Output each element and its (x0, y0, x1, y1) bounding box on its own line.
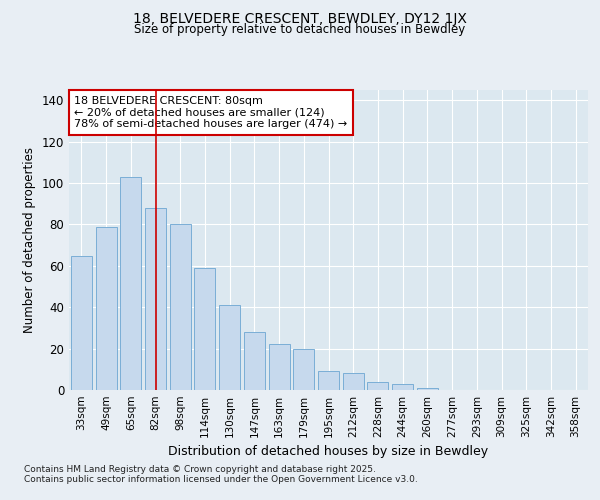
Bar (367, 382, 388, 390)
Bar (145, 208, 166, 390)
Text: 18 BELVEDERE CRESCENT: 80sqm
← 20% of detached houses are smaller (124)
78% of s: 18 BELVEDERE CRESCENT: 80sqm ← 20% of de… (74, 96, 347, 129)
Bar (318, 372, 339, 390)
Bar (120, 177, 141, 390)
Text: 18, BELVEDERE CRESCENT, BEWDLEY, DY12 1JX: 18, BELVEDERE CRESCENT, BEWDLEY, DY12 1J… (133, 12, 467, 26)
Bar (293, 348, 314, 390)
Y-axis label: Number of detached properties: Number of detached properties (23, 147, 36, 333)
Text: Contains HM Land Registry data © Crown copyright and database right 2025.: Contains HM Land Registry data © Crown c… (24, 465, 376, 474)
Text: Size of property relative to detached houses in Bewdley: Size of property relative to detached ho… (134, 24, 466, 36)
Bar (71, 256, 92, 390)
Bar (343, 374, 364, 390)
Text: Contains public sector information licensed under the Open Government Licence v3: Contains public sector information licen… (24, 475, 418, 484)
Bar (95, 226, 116, 390)
Bar (219, 305, 240, 390)
Bar (194, 268, 215, 390)
X-axis label: Distribution of detached houses by size in Bewdley: Distribution of detached houses by size … (169, 446, 488, 458)
Bar (170, 224, 191, 390)
Bar (244, 332, 265, 390)
Bar (417, 388, 438, 390)
Bar (392, 384, 413, 390)
Bar (269, 344, 290, 390)
